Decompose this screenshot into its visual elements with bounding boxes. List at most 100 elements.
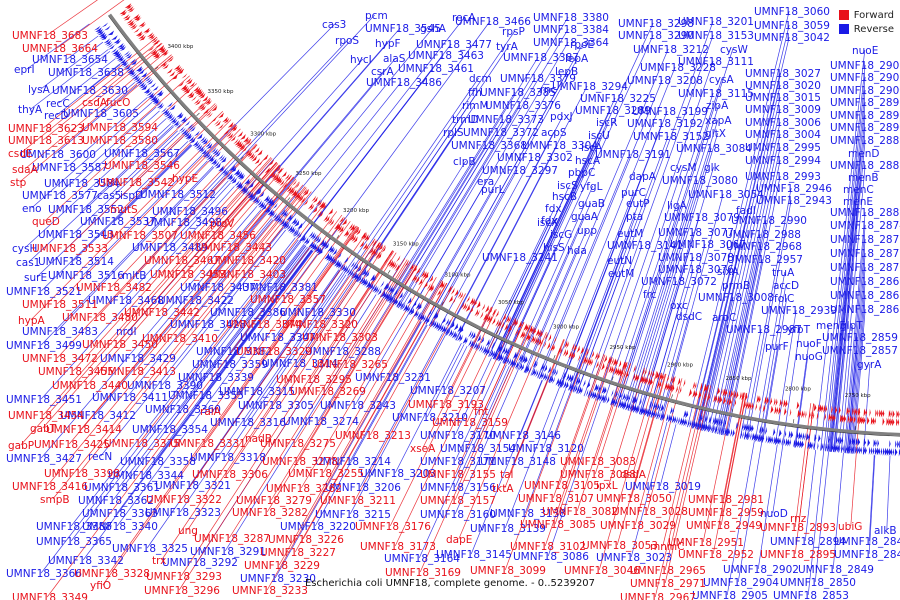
gene-label: UMNF18_3211 [320,495,396,507]
forward-strand-arrow [247,151,253,158]
forward-strand-arrow [378,243,383,251]
forward-strand-arrow [138,21,145,27]
gene-label: UMNF18_3623 [8,123,84,135]
forward-strand-arrow [582,356,587,364]
forward-strand-arrow [181,73,188,79]
forward-strand-arrow [134,15,141,21]
forward-strand-arrow [240,134,246,140]
gene-label: mnmC [650,541,684,553]
gene-label: cas3 [322,19,346,31]
legend: Forward Reverse [838,8,894,36]
reverse-strand-arrow [288,215,294,222]
reverse-strand-arrow [385,293,391,301]
reverse-strand-arrow [243,188,249,195]
forward-strand-arrow [262,154,269,161]
reverse-strand-arrow [272,202,278,210]
gene-label: UMNF18_3344 [108,470,184,482]
gene-label: UMNF18_3314 [262,358,338,370]
reverse-strand-arrow [375,287,380,295]
connector-line [134,209,262,359]
gene-label: UMNF18_3499 [6,340,82,352]
reverse-strand-arrow [689,419,692,428]
gene-label: UMNF18_3546 [104,160,180,172]
reverse-strand-arrow [712,416,715,425]
gene-label: eutM [608,268,634,280]
forward-strand-arrow [257,149,263,156]
forward-strand-arrow [622,361,626,369]
connector-line [42,158,273,416]
gene-label: mutS [110,204,138,216]
gene-label: UMNF18_3079 [664,212,740,224]
gene-label: pbpC [568,167,595,179]
tick-label: 3150 kbp [393,242,419,248]
forward-strand-arrow [557,346,561,354]
reverse-strand-arrow [101,22,109,28]
reverse-strand-arrow [595,384,599,392]
reverse-strand-arrow [339,263,344,270]
reverse-strand-arrow [215,162,221,169]
connector-line [97,82,136,114]
reverse-strand-arrow [246,191,252,197]
forward-strand-arrow [677,377,681,386]
forward-strand-arrow [609,357,612,365]
gene-label: clpB [453,156,476,168]
gene-label: UMNF18_3173 [360,541,436,553]
reverse-strand-arrow [606,396,610,404]
connector-line [339,294,377,352]
forward-strand-arrow [272,173,278,180]
reverse-strand-arrow [104,40,112,45]
forward-strand-arrow [226,131,232,138]
forward-strand-arrow [375,241,380,249]
reverse-strand-arrow [136,78,143,84]
forward-strand-arrow [608,365,612,373]
gene-label: yfbT [787,324,811,336]
gene-label: UMNF18_3355 [168,390,244,402]
gene-label: eprI [14,64,35,76]
gene-label: UMNF18_3580 [82,135,158,147]
connector-line [442,306,492,405]
gene-label: UMNF18_3111 [678,56,754,68]
gene-label: UMNF18_3542 [98,177,174,189]
forward-strand-arrow [668,383,671,392]
gene-label: UMNF18_3050 [596,493,672,505]
reverse-strand-arrow [698,422,702,430]
forward-strand-arrow [778,406,781,415]
reverse-strand-arrow [772,428,776,437]
connector-line [389,309,497,527]
reverse-strand-arrow [769,435,773,444]
connector-line [142,249,312,476]
reverse-strand-arrow [192,140,199,147]
connector-line [20,40,161,154]
forward-strand-arrow [715,395,718,403]
forward-strand-arrow [362,243,368,250]
gene-label: UMNF18_3077 [658,227,734,239]
gene-label: UMNF18_2874 [830,220,900,232]
reverse-strand-arrow [313,234,318,242]
gene-label: UMNF18_3318 [190,452,266,464]
forward-strand-arrow [643,376,647,385]
reverse-strand-arrow [778,429,782,438]
gene-label: UMNF18_3413 [100,366,176,378]
gene-label: tal [500,469,513,481]
forward-strand-arrow [291,179,298,186]
reverse-strand-arrow [587,389,591,398]
forward-strand-arrow [617,368,622,376]
connector-line [504,386,560,529]
reverse-strand-arrow [188,125,195,131]
reverse-strand-arrow [169,104,176,111]
reverse-strand-arrow [206,143,213,149]
forward-strand-arrow [783,407,787,416]
reverse-strand-arrow [266,197,272,204]
connector-line [20,159,275,446]
forward-strand-arrow [813,403,817,412]
gene-label: UMNF18_3605 [63,108,139,120]
gene-label: UMNF18_3489 [132,242,208,254]
forward-strand-arrow [198,91,205,98]
forward-strand-arrow [381,246,386,253]
gene-label: UMNF18_3380 [533,12,609,24]
gene-label: UMNF18_3210 [392,412,468,424]
reverse-strand-arrow [491,350,495,358]
tick-label: 3250 kbp [296,171,322,177]
gene-label: UMNF18_3368 [451,140,527,152]
reverse-strand-arrow [853,437,856,446]
